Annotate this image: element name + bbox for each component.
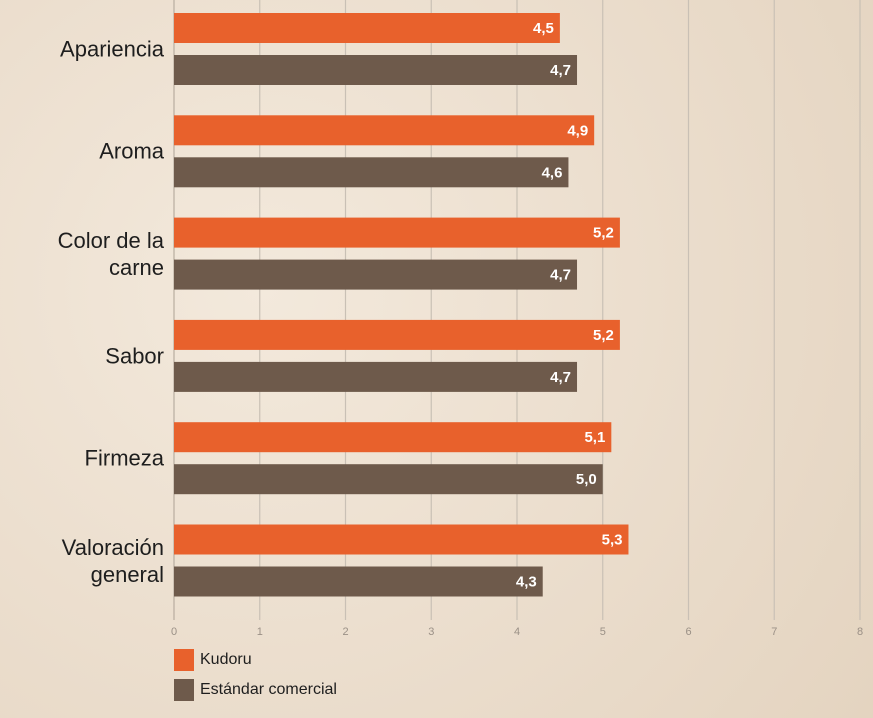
bar [174, 422, 612, 453]
x-tick-label: 0 [171, 626, 177, 638]
value-label: 5,0 [576, 471, 597, 488]
bar [174, 217, 620, 248]
legend-swatch [174, 679, 194, 701]
value-label: 5,1 [584, 429, 605, 446]
bar [174, 319, 620, 350]
category-label: Firmeza [84, 445, 164, 471]
legend-swatch [174, 649, 194, 671]
bar [174, 55, 578, 85]
x-tick-label: 4 [514, 626, 520, 638]
value-label: 4,6 [542, 164, 563, 181]
value-label: 4,7 [550, 369, 571, 386]
bar [174, 157, 569, 188]
bar [174, 524, 629, 555]
x-tick-label: 8 [857, 626, 863, 638]
x-tick-label: 1 [257, 626, 263, 638]
bar [174, 361, 578, 392]
x-tick-label: 7 [771, 626, 777, 638]
category-label: Valoración general [61, 534, 164, 587]
legend-label: Estándar comercial [200, 681, 337, 698]
value-label: 5,3 [602, 531, 623, 548]
category-label: Apariencia [60, 36, 164, 62]
category-label: Color de la carne [57, 227, 164, 280]
value-label: 4,9 [567, 122, 588, 139]
x-tick-label: 5 [600, 626, 606, 638]
category-label: Aroma [99, 138, 164, 164]
value-label: 4,5 [533, 20, 554, 37]
bar [174, 259, 578, 290]
x-tick-label: 2 [342, 626, 348, 638]
bar [174, 464, 603, 495]
category-label: Sabor [105, 343, 164, 369]
bar [174, 115, 595, 146]
bar [174, 13, 560, 43]
value-label: 4,7 [550, 62, 571, 79]
value-label: 4,7 [550, 267, 571, 284]
x-tick-label: 3 [428, 626, 434, 638]
value-label: 5,2 [593, 327, 614, 344]
bar [174, 566, 543, 597]
value-label: 5,2 [593, 225, 614, 242]
value-label: 4,3 [516, 573, 537, 590]
legend-label: Kudoru [200, 651, 252, 668]
x-tick-label: 6 [685, 626, 691, 638]
